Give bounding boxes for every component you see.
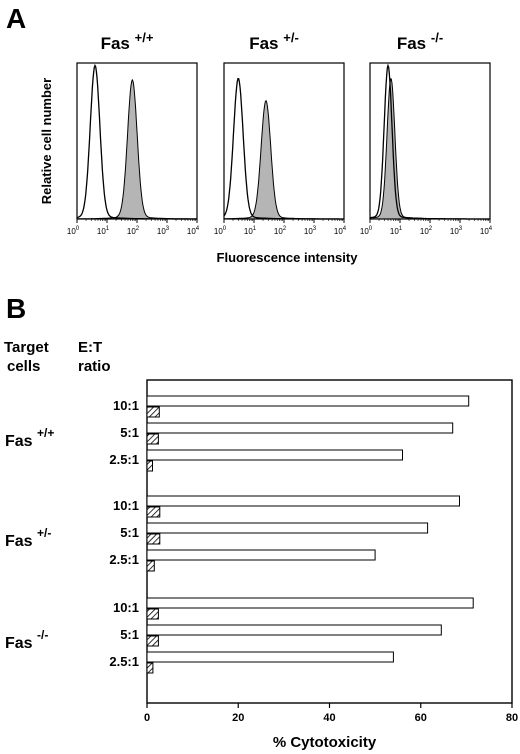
histogram-x-tick-exponent: 2 [429,226,433,232]
histogram-x-tick-label: 104 [334,226,347,236]
et-ratio-label: 5:1 [120,525,139,540]
histogram-x-tick-label: 100 [67,226,80,236]
hatched-bar [146,533,161,545]
panel-a-label: A [6,3,26,34]
bar-x-tick-label: 40 [323,712,335,724]
hatched-bar [146,406,160,418]
histogram-title-superscript: -/- [431,30,443,45]
hatched-bar [146,460,153,472]
histogram-x-tick-label: 104 [187,226,200,236]
histogram-x-tick-label: 100 [360,226,373,236]
target-cell-label: Fas +/- [5,526,51,550]
histogram-1: Fas +/+100 101 102 103 104 [67,30,200,236]
et-ratio-label: 10:1 [113,498,139,513]
histogram-x-tick-label: 103 [157,226,170,236]
histogram-2: Fas +/-100 101 102 103 104 [214,30,347,236]
histogram-frame [223,62,345,220]
target-cell-superscript: +/- [37,526,51,540]
bar-x-tick-label: 60 [415,712,427,724]
open-bar [146,449,403,461]
open-bar [146,549,376,561]
histogram-title-superscript: +/- [283,30,299,45]
open-bar [146,395,470,407]
histogram-x-tick-label: 101 [97,226,110,236]
histogram-x-tick-label: 104 [480,226,493,236]
histogram-x-tick-exponent: 4 [196,226,200,232]
histogram-x-tick-label: 101 [390,226,403,236]
target-cell-superscript: +/+ [37,426,54,440]
target-cell-superscript: -/- [37,628,48,642]
histogram-x-tick-exponent: 2 [283,226,287,232]
hatched-bar [146,662,154,674]
stained-histogram [369,78,490,220]
histogram-x-tick-exponent: 0 [369,226,373,232]
histogram-title-superscript: +/+ [135,30,154,45]
header-target-line-2: cells [7,358,40,375]
hatched-bar [146,608,159,620]
bar-x-tick-label: 20 [232,712,244,724]
histogram-x-axis-label: Fluorescence intensity [217,250,359,265]
histogram-x-tick-label: 103 [450,226,463,236]
histogram-x-tick-exponent: 3 [166,226,170,232]
histogram-x-tick-exponent: 4 [489,226,493,232]
histogram-x-tick-label: 100 [214,226,227,236]
histogram-title: Fas -/- [397,30,443,53]
target-cell-label: Fas -/- [5,628,48,652]
et-ratio-label: 5:1 [120,627,139,642]
bar-x-axis-label: % Cytotoxicity [273,734,377,751]
header-target-line-1: Target [4,339,49,356]
open-bar [146,651,394,663]
histogram-x-tick-exponent: 0 [223,226,227,232]
header-ratio-line-2: ratio [78,358,111,375]
panel-b-label: B [6,293,26,324]
bar-group-2: 10:1 5:1 2.5:1 Fas +/- [5,495,460,572]
histogram-y-axis-label: Relative cell number [39,78,54,204]
histogram-x-tick-exponent: 2 [136,226,140,232]
open-bar [146,597,474,609]
bar-x-tick-label: 0 [144,712,150,724]
histogram-x-tick-exponent: 3 [459,226,463,232]
et-ratio-label: 2.5:1 [109,552,139,567]
et-ratio-label: 5:1 [120,425,139,440]
histogram-x-tick-label: 102 [274,226,287,236]
histogram-x-tick-label: 103 [304,226,317,236]
histogram-title: Fas +/+ [101,30,154,53]
histogram-x-tick-exponent: 0 [76,226,80,232]
hatched-bar [146,635,159,647]
open-bar [146,522,429,534]
open-bar [146,422,454,434]
histogram-x-tick-label: 102 [420,226,433,236]
histogram-x-tick-exponent: 1 [399,226,403,232]
et-ratio-label: 10:1 [113,398,139,413]
histogram-x-tick-exponent: 1 [106,226,110,232]
bar-x-tick-label: 80 [506,712,518,724]
histogram-title: Fas +/- [249,30,299,53]
hatched-bar [146,506,161,518]
et-ratio-label: 2.5:1 [109,452,139,467]
et-ratio-label: 10:1 [113,600,139,615]
target-cell-label: Fas +/+ [5,426,54,450]
open-bar [146,624,442,636]
open-bar [146,495,460,507]
histogram-x-tick-label: 101 [244,226,257,236]
histogram-x-tick-exponent: 1 [253,226,257,232]
et-ratio-label: 2.5:1 [109,654,139,669]
histogram-3: Fas -/-100 101 102 103 104 [360,30,493,236]
histogram-x-tick-exponent: 4 [343,226,347,232]
bar-chart-frame [146,379,513,704]
control-histogram [223,77,344,220]
header-ratio-line-1: E:T [78,339,102,356]
bar-group-1: 10:1 5:1 2.5:1 Fas +/+ [5,395,470,472]
histogram-x-tick-label: 102 [127,226,140,236]
hatched-bar [146,433,159,445]
stained-histogram [76,78,198,220]
histogram-x-tick-exponent: 3 [313,226,317,232]
hatched-bar [146,560,155,572]
